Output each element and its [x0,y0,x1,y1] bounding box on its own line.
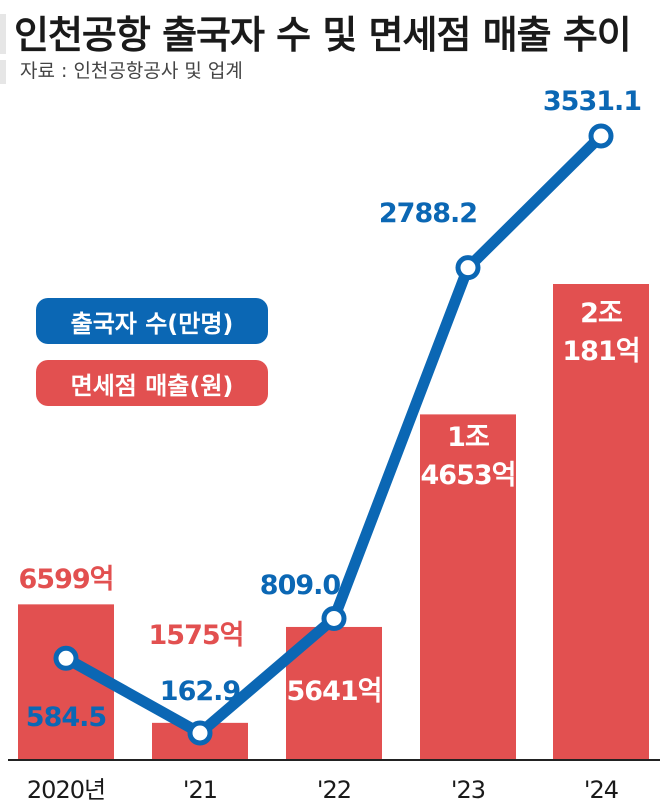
x-tick-label-3: '23 [451,776,485,804]
line-label-4: 3531.1 [543,86,641,117]
bar-label-3-0: 1조 [447,422,489,453]
chart-title: 인천공항 출국자 수 및 면세점 매출 추이 [14,13,632,57]
bar-label-4-0: 2조 [580,298,622,329]
line-label-2: 809.0 [260,570,341,601]
bar-label-2: 5641억 [287,676,382,707]
legend-bar: 면세점 매출(원) [36,360,268,406]
line-label-3: 2788.2 [379,198,477,229]
line-label-0: 584.5 [26,702,106,733]
bar-label-0: 6599억 [19,564,114,595]
source-accent-bar [0,60,6,84]
line-point-1 [187,720,213,746]
x-tick-label-1: '21 [183,776,217,804]
legend-line: 출국자 수(만명) [36,298,268,344]
bar-label-3-1: 4653억 [421,460,516,491]
bar-label-1: 1575억 [149,620,244,651]
bar-4 [553,284,649,760]
x-tick-label-2: '22 [317,776,351,804]
bar-label-4-1: 181억 [562,336,639,367]
title-accent-bar [0,14,6,54]
source-note: 자료 : 인천공항공사 및 업계 [20,60,243,82]
line-point-2 [321,605,347,631]
line-point-4 [588,123,614,149]
x-tick-label-4: '24 [584,776,618,804]
line-point-3 [455,255,481,281]
line-point-0 [53,645,79,671]
x-tick-label-0: 2020년 [27,776,105,804]
line-label-1: 162.9 [160,676,241,707]
bar-3 [420,414,516,760]
